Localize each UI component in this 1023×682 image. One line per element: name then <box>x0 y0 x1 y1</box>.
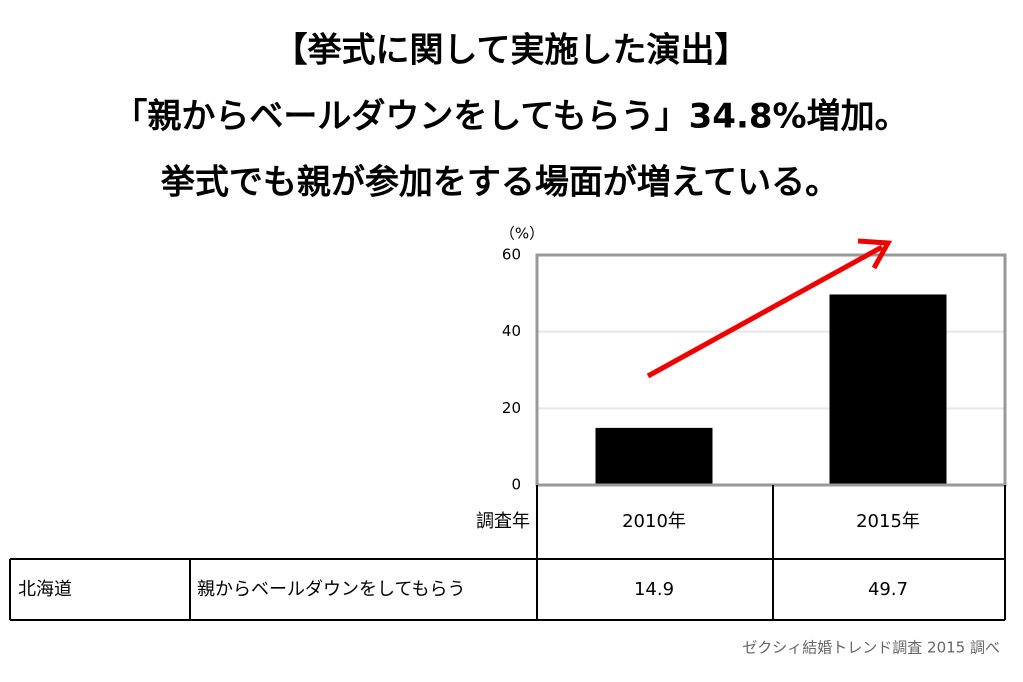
bar <box>829 294 947 485</box>
x-tick-label: 2010年 <box>622 511 686 532</box>
x-tick-label: 2015年 <box>856 511 920 532</box>
chart-title: 【挙式に関して実施した演出】 <box>274 31 749 71</box>
bars <box>595 294 947 485</box>
region-label: 北海道 <box>18 579 72 600</box>
chart-title: 挙式でも親が参加をする場面が増えている。 <box>160 163 839 203</box>
trend-arrowhead <box>857 238 893 270</box>
y-axis-label: （%） <box>500 225 544 243</box>
bar <box>595 427 713 485</box>
y-tick-label: 0 <box>511 476 521 494</box>
y-tick-label: 60 <box>502 246 521 264</box>
plot-border <box>535 253 1007 487</box>
table-lines <box>9 485 1006 621</box>
source-note: ゼクシィ結婚トレンド調査 2015 調べ <box>742 639 1000 657</box>
y-tick-label: 20 <box>502 399 521 417</box>
trend-arrow <box>646 244 884 379</box>
x-axis-label: 調査年 <box>476 511 530 532</box>
table-value: 49.7 <box>868 579 908 600</box>
chart-title: 「親からベールダウンをしてもらう」34.8%増加。 <box>113 97 908 137</box>
series-label: 親からベールダウンをしてもらう <box>197 579 466 600</box>
table-value: 14.9 <box>634 579 674 600</box>
y-tick-label: 40 <box>502 322 521 340</box>
